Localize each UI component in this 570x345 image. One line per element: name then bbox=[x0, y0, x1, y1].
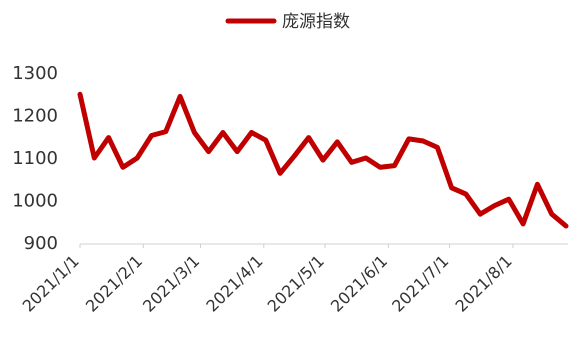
data-point bbox=[221, 131, 225, 134]
data-point bbox=[235, 150, 239, 154]
data-point bbox=[435, 145, 439, 149]
y-axis: 900 1000 1100 1200 1300 bbox=[12, 63, 58, 254]
data-point bbox=[421, 139, 425, 143]
data-point bbox=[121, 165, 125, 169]
y-tick-label: 900 bbox=[24, 233, 58, 254]
x-tick-label: 2021/7/1 bbox=[388, 251, 452, 315]
data-point bbox=[335, 140, 339, 144]
x-tick-label: 2021/4/1 bbox=[202, 251, 266, 315]
data-point bbox=[521, 222, 525, 226]
data-point bbox=[450, 186, 454, 190]
x-tick-label: 2021/8/1 bbox=[451, 251, 515, 315]
legend-label: 庞源指数 bbox=[282, 12, 350, 32]
y-tick-label: 1100 bbox=[12, 148, 58, 169]
plot-area bbox=[77, 91, 569, 229]
data-point bbox=[207, 150, 211, 154]
x-tick-label: 2021/6/1 bbox=[327, 251, 391, 315]
data-point bbox=[107, 136, 111, 140]
data-point bbox=[364, 156, 368, 160]
data-point bbox=[350, 160, 354, 164]
y-tick-label: 1000 bbox=[12, 191, 58, 212]
x-tick-label: 2021/5/1 bbox=[264, 251, 328, 315]
data-point bbox=[564, 224, 568, 228]
data-point bbox=[192, 131, 196, 134]
data-point bbox=[478, 212, 482, 216]
data-point bbox=[178, 94, 182, 98]
data-point bbox=[78, 92, 82, 96]
data-point bbox=[92, 156, 96, 160]
data-point bbox=[507, 197, 511, 201]
data-point bbox=[264, 138, 268, 142]
data-point bbox=[135, 156, 139, 160]
data-point bbox=[550, 212, 554, 216]
data-point bbox=[278, 171, 282, 175]
data-point bbox=[493, 204, 496, 208]
data-point bbox=[292, 154, 296, 158]
data-point bbox=[407, 137, 411, 141]
x-tick-label: 2021/3/1 bbox=[139, 251, 203, 315]
data-point bbox=[535, 182, 539, 186]
x-tick-label: 2021/2/1 bbox=[82, 251, 146, 315]
data-point bbox=[150, 134, 153, 137]
legend: 庞源指数 bbox=[225, 12, 350, 32]
y-tick-label: 1300 bbox=[12, 63, 58, 84]
y-tick-label: 1200 bbox=[12, 106, 58, 127]
x-tick-label: 2021/1/1 bbox=[19, 251, 83, 315]
data-point bbox=[250, 131, 253, 134]
data-point bbox=[321, 158, 325, 162]
data-point bbox=[378, 165, 382, 169]
data-point bbox=[164, 130, 168, 134]
data-point bbox=[464, 192, 468, 196]
data-point bbox=[307, 136, 311, 140]
data-point bbox=[393, 164, 396, 168]
